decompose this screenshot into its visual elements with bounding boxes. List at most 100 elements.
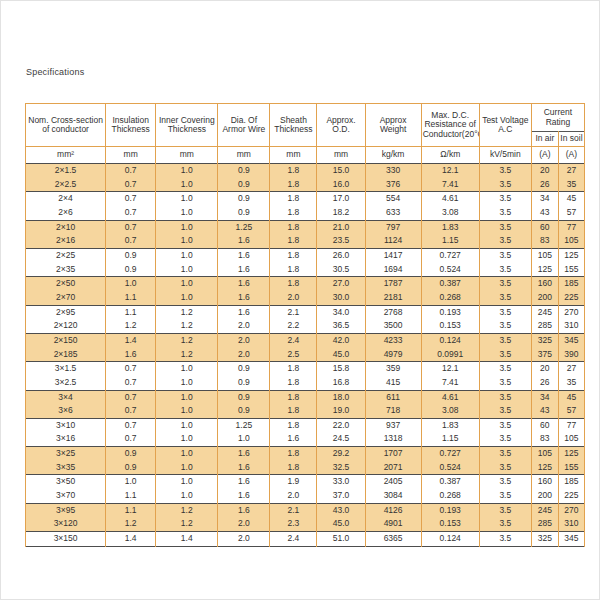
value-cell: 0.524 <box>421 263 479 277</box>
value-cell: 1.8 <box>270 404 317 418</box>
value-cell: 2.0 <box>218 517 270 531</box>
col-header-in-soil: In soil <box>558 132 584 147</box>
conductor-size-cell: 2×10 <box>26 220 106 234</box>
value-cell: 1.1 <box>106 503 156 517</box>
value-cell: 1.8 <box>270 178 317 192</box>
value-cell: 1.0 <box>156 291 218 305</box>
table-row: 3×60.71.00.91.819.07183.083.54357 <box>26 404 585 418</box>
value-cell: 32.5 <box>317 461 365 475</box>
value-cell: 200 <box>531 291 558 305</box>
value-cell: 0.9 <box>106 447 156 461</box>
value-cell: 83 <box>531 432 558 446</box>
value-cell: 1.4 <box>106 333 156 347</box>
table-row: 2×60.71.00.91.818.26333.083.54357 <box>26 206 585 220</box>
value-cell: 2.5 <box>270 348 317 362</box>
conductor-size-cell: 2×120 <box>26 319 106 333</box>
table-row: 3×100.71.01.251.822.09371.833.56077 <box>26 418 585 432</box>
value-cell: 51.0 <box>317 532 365 547</box>
value-cell: 1.8 <box>270 263 317 277</box>
value-cell: 1.0 <box>156 390 218 404</box>
value-cell: 0.193 <box>421 503 479 517</box>
value-cell: 3.5 <box>479 489 531 503</box>
value-cell: 2.4 <box>270 333 317 347</box>
value-cell: 245 <box>531 305 558 319</box>
value-cell: 22.0 <box>317 418 365 432</box>
value-cell: 3.5 <box>479 291 531 305</box>
value-cell: 0.0991 <box>421 348 479 362</box>
value-cell: 200 <box>531 489 558 503</box>
value-cell: 1.6 <box>218 447 270 461</box>
value-cell: 1.0 <box>156 248 218 262</box>
value-cell: 77 <box>558 418 584 432</box>
value-cell: 1.0 <box>156 178 218 192</box>
value-cell: 1.6 <box>218 503 270 517</box>
value-cell: 57 <box>558 206 584 220</box>
table-row: 2×160.71.01.61.823.511241.153.583105 <box>26 234 585 248</box>
conductor-size-cell: 3×25 <box>26 447 106 461</box>
value-cell: 45.0 <box>317 348 365 362</box>
value-cell: 3.5 <box>479 319 531 333</box>
value-cell: 1.6 <box>270 432 317 446</box>
value-cell: 1.0 <box>156 475 218 489</box>
conductor-size-cell: 3×2.5 <box>26 376 106 390</box>
value-cell: 270 <box>558 503 584 517</box>
conductor-size-cell: 2×95 <box>26 305 106 319</box>
conductor-size-cell: 3×10 <box>26 418 106 432</box>
value-cell: 4.61 <box>421 390 479 404</box>
table-row: 2×1851.61.22.02.545.049790.09913.5375390 <box>26 348 585 362</box>
value-cell: 3.5 <box>479 418 531 432</box>
value-cell: 45.0 <box>317 517 365 531</box>
conductor-size-cell: 2×4 <box>26 192 106 206</box>
value-cell: 35 <box>558 376 584 390</box>
value-cell: 1.9 <box>270 475 317 489</box>
value-cell: 3.5 <box>479 206 531 220</box>
conductor-size-cell: 3×6 <box>26 404 106 418</box>
col-header-cross-section: Nom. Cross-section of conductor <box>26 104 106 147</box>
unit-cell: mm² <box>26 147 106 164</box>
value-cell: 633 <box>365 206 421 220</box>
value-cell: 1.6 <box>218 305 270 319</box>
value-cell: 43.0 <box>317 503 365 517</box>
value-cell: 2.0 <box>218 333 270 347</box>
value-cell: 3.5 <box>479 432 531 446</box>
unit-cell: mm <box>106 147 156 164</box>
value-cell: 35 <box>558 178 584 192</box>
value-cell: 0.7 <box>106 418 156 432</box>
value-cell: 0.727 <box>421 447 479 461</box>
value-cell: 390 <box>558 348 584 362</box>
unit-cell: kg/km <box>365 147 421 164</box>
conductor-size-cell: 2×185 <box>26 348 106 362</box>
value-cell: 0.153 <box>421 319 479 333</box>
table-row: 2×1.50.71.00.91.815.033012.13.52027 <box>26 164 585 178</box>
value-cell: 375 <box>531 348 558 362</box>
conductor-size-cell: 2×150 <box>26 333 106 347</box>
unit-cell: (A) <box>558 147 584 164</box>
value-cell: 3.5 <box>479 305 531 319</box>
value-cell: 285 <box>531 319 558 333</box>
table-row: 3×1501.41.42.02.451.063650.1243.5325345 <box>26 532 585 547</box>
value-cell: 2.2 <box>270 319 317 333</box>
value-cell: 3.5 <box>479 517 531 531</box>
value-cell: 1.1 <box>106 489 156 503</box>
value-cell: 105 <box>531 447 558 461</box>
value-cell: 16.0 <box>317 178 365 192</box>
value-cell: 1318 <box>365 432 421 446</box>
value-cell: 797 <box>365 220 421 234</box>
value-cell: 7.41 <box>421 376 479 390</box>
value-cell: 1.2 <box>106 517 156 531</box>
value-cell: 1.0 <box>218 432 270 446</box>
value-cell: 2.0 <box>218 348 270 362</box>
value-cell: 12.1 <box>421 164 479 178</box>
value-cell: 20 <box>531 164 558 178</box>
value-cell: 125 <box>531 263 558 277</box>
unit-cell: mm <box>218 147 270 164</box>
value-cell: 0.7 <box>106 390 156 404</box>
value-cell: 26 <box>531 376 558 390</box>
value-cell: 34.0 <box>317 305 365 319</box>
value-cell: 3.5 <box>479 192 531 206</box>
unit-cell: mm <box>317 147 365 164</box>
value-cell: 27 <box>558 164 584 178</box>
value-cell: 15.0 <box>317 164 365 178</box>
value-cell: 1.25 <box>218 220 270 234</box>
table-row: 3×350.91.01.61.832.520710.5243.5125155 <box>26 461 585 475</box>
